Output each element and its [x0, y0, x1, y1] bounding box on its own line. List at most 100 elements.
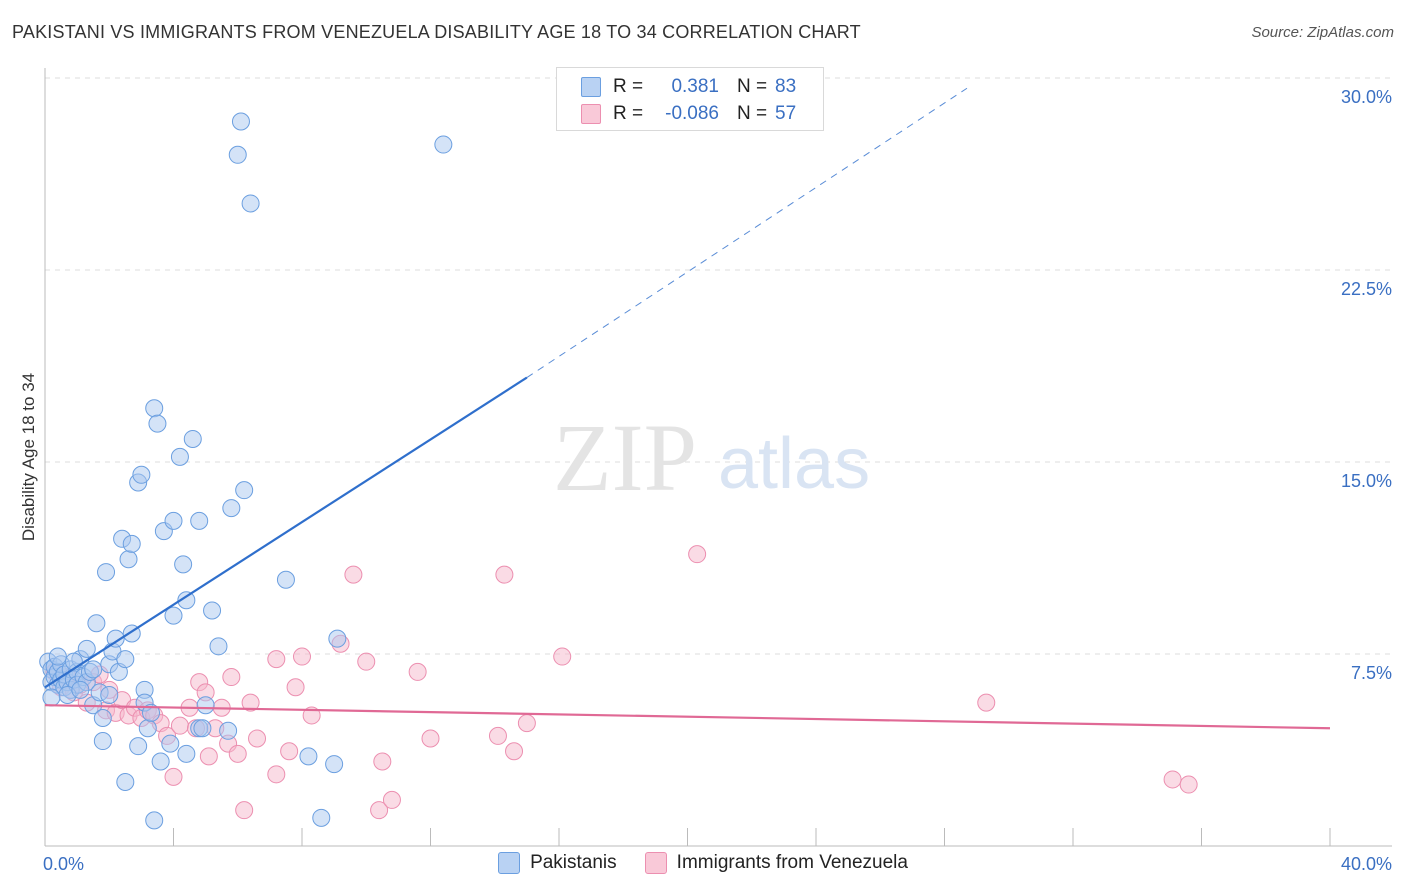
pakistani-point — [193, 719, 212, 738]
pakistani-point — [106, 629, 125, 648]
pakistani-point — [190, 511, 209, 530]
source-label: Source: ZipAtlas.com — [1251, 24, 1394, 41]
axes — [44, 68, 1392, 847]
venezuela-point — [977, 693, 996, 712]
pakistani-point — [209, 637, 228, 656]
venezuela-point — [235, 801, 254, 820]
pakistani-point — [129, 737, 148, 756]
pink-swatch — [581, 104, 601, 124]
pakistani-point — [276, 570, 295, 589]
venezuela-point — [505, 742, 524, 761]
n-value: 83 — [775, 76, 797, 97]
pink-swatch — [644, 852, 667, 874]
venezuela-point — [1179, 775, 1198, 794]
pakistani-point — [170, 447, 189, 466]
pakistani-point — [299, 747, 318, 766]
correlation-legend: R = 0.381 N = 83 R = -0.086 N = 57 — [556, 67, 824, 131]
pakistani-point — [241, 194, 260, 213]
venezuela-point — [286, 678, 305, 697]
pakistani-point — [93, 709, 112, 727]
pakistani-point — [122, 534, 141, 553]
n-value: 57 — [775, 103, 797, 124]
venezuela-point — [164, 767, 183, 786]
venezuela-point — [344, 565, 363, 584]
venezuela-point — [495, 565, 514, 584]
pakistani-point — [196, 696, 215, 715]
pakistani-point — [119, 550, 138, 569]
venezuela-point — [222, 668, 241, 687]
blue-swatch — [581, 77, 601, 97]
venezuela-point — [267, 765, 286, 784]
pakistani-point — [71, 680, 90, 699]
pakistani-point — [132, 465, 151, 484]
venezuela-point — [688, 545, 707, 564]
venezuela-point — [357, 652, 376, 671]
r-label: R = — [613, 76, 644, 97]
pakistani-point — [231, 112, 250, 131]
chart-title: PAKISTANI VS IMMIGRANTS FROM VENEZUELA D… — [12, 22, 861, 42]
watermark-zip: ZIP — [553, 404, 697, 511]
pakistani-point — [161, 734, 180, 753]
pakistani-point — [116, 650, 135, 669]
venezuela-point — [382, 790, 401, 809]
pakistani-point — [164, 606, 183, 625]
venezuela-point — [370, 801, 389, 820]
pakistani-point — [328, 629, 347, 648]
y-tick-label: 15.0% — [1341, 471, 1392, 491]
pakistani-point — [222, 499, 241, 518]
pakistani-point — [145, 811, 164, 830]
series-legend: Pakistanis Immigrants from Venezuela — [0, 852, 1406, 874]
pakistani-point — [177, 744, 196, 763]
pakistani-point — [138, 719, 157, 738]
y-tick-label: 7.5% — [1351, 663, 1392, 683]
venezuela-point — [248, 729, 267, 748]
pakistani-point — [183, 429, 202, 448]
venezuela-point — [373, 752, 392, 771]
venezuela-point — [517, 714, 536, 733]
pakistani-point — [100, 685, 119, 704]
pakistani-point — [151, 752, 170, 771]
pakistani-point — [142, 703, 161, 722]
pakistani-point — [203, 601, 222, 620]
pakistani-point — [325, 755, 344, 774]
venezuela-point — [280, 742, 299, 761]
pakistani-trend-extension — [526, 87, 968, 378]
pakistani-point — [177, 591, 196, 610]
venezuela-trend-line — [44, 704, 1331, 730]
r-value: 0.381 — [671, 76, 719, 97]
r-value: -0.086 — [665, 103, 719, 124]
pakistani-point — [164, 511, 183, 530]
venezuela-point — [421, 729, 440, 748]
pakistani-point — [87, 614, 106, 633]
tick-labels: 7.5% 15.0% 22.5% 30.0% 0.0% 40.0% — [43, 87, 1392, 874]
legend-item-venezuela[interactable]: Immigrants from Venezuela — [644, 852, 908, 874]
venezuela-point — [199, 747, 218, 766]
legend-row-venezuela: R = -0.086 N = 57 — [581, 101, 796, 127]
y-tick-label: 30.0% — [1341, 87, 1392, 107]
legend-item-pakistanis[interactable]: Pakistanis — [498, 852, 617, 874]
trend-lines — [44, 87, 1331, 730]
pakistani-point — [84, 660, 103, 679]
venezuela-point — [170, 716, 189, 735]
venezuela-points — [45, 545, 1198, 820]
venezuela-point — [267, 650, 286, 669]
legend-label-venezuela: Immigrants from Venezuela — [676, 852, 908, 873]
pakistani-point — [434, 135, 453, 154]
blue-swatch — [498, 852, 521, 874]
pakistani-point — [312, 808, 331, 827]
n-label: N = — [737, 103, 768, 124]
y-tick-label: 22.5% — [1341, 279, 1392, 299]
pakistani-point — [48, 647, 67, 666]
pakistani-point — [97, 563, 116, 582]
pakistani-point — [174, 555, 193, 574]
venezuela-point — [553, 647, 572, 666]
pakistani-point — [116, 773, 135, 791]
pakistani-point — [77, 639, 96, 658]
venezuela-point — [241, 693, 260, 712]
pakistani-point — [145, 399, 164, 418]
venezuela-point — [408, 662, 427, 681]
n-label: N = — [737, 76, 768, 97]
watermark: ZIP atlas — [553, 404, 870, 511]
venezuela-point — [488, 726, 507, 745]
venezuela-point — [1163, 770, 1182, 789]
